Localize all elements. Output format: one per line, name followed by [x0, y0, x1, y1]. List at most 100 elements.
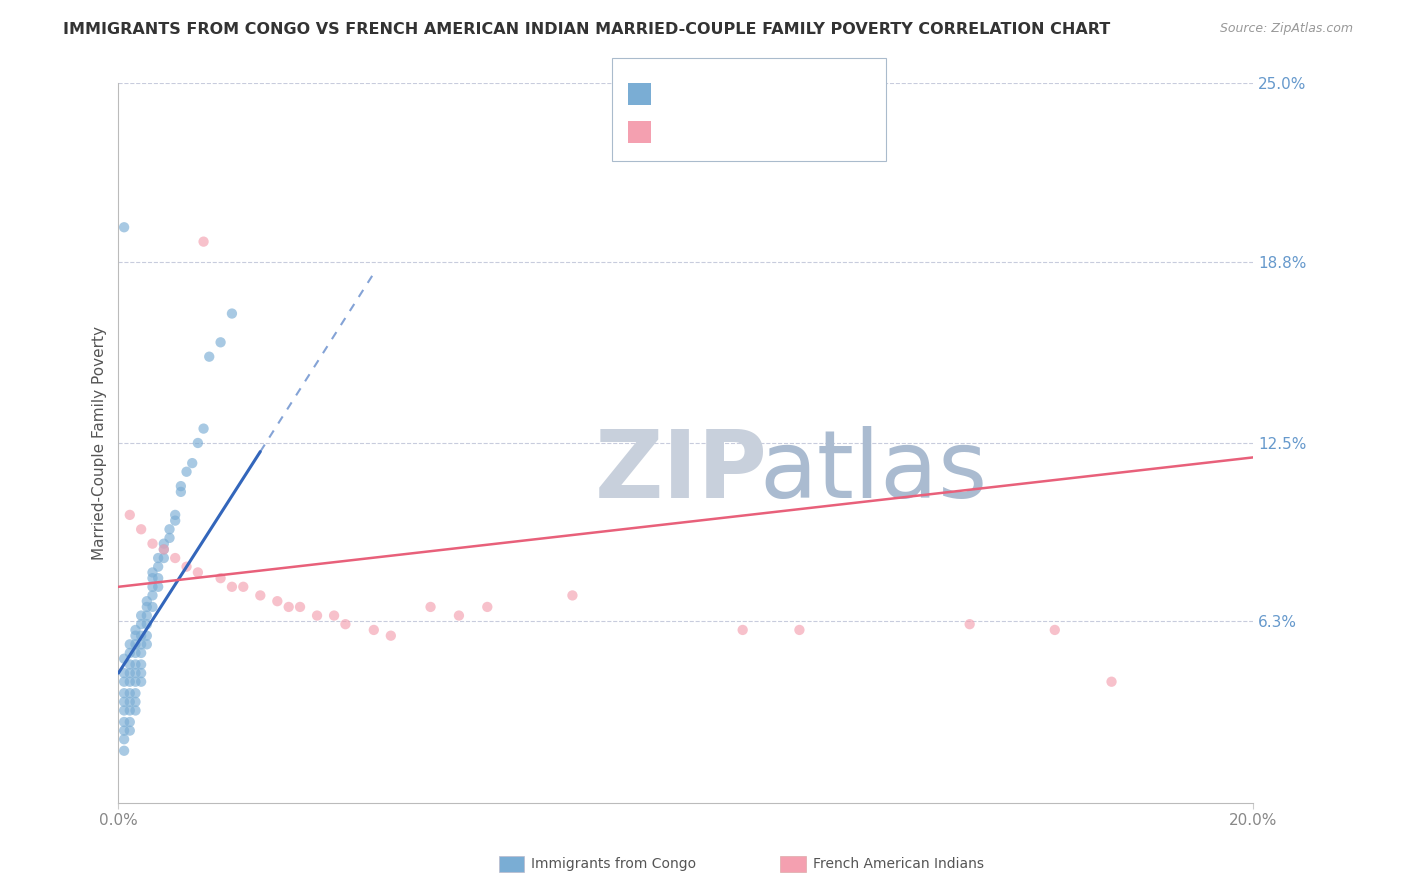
Point [124, 646, 146, 660]
Point [124, 629, 146, 643]
Point [112, 220, 135, 235]
Point [209, 571, 232, 585]
Point [323, 608, 346, 623]
Point [277, 599, 299, 614]
Text: Immigrants from Congo: Immigrants from Congo [531, 857, 696, 871]
Point [153, 536, 176, 550]
Point [124, 695, 146, 709]
Text: IMMIGRANTS FROM CONGO VS FRENCH AMERICAN INDIAN MARRIED-COUPLE FAMILY POVERTY CO: IMMIGRANTS FROM CONGO VS FRENCH AMERICAN… [63, 22, 1111, 37]
Point [266, 594, 288, 608]
Point [112, 695, 135, 709]
Text: R =  0.110: R = 0.110 [661, 124, 756, 139]
Point [232, 580, 254, 594]
Point [363, 623, 385, 637]
Point [112, 666, 135, 681]
Point [288, 599, 311, 614]
Point [146, 571, 169, 585]
Point [112, 744, 135, 758]
Point [124, 623, 146, 637]
Point [153, 551, 176, 566]
Point [176, 559, 198, 574]
Point [129, 522, 152, 536]
Point [146, 580, 169, 594]
Point [1101, 674, 1123, 689]
Point [124, 657, 146, 672]
Point [129, 657, 152, 672]
Text: French American Indians: French American Indians [813, 857, 984, 871]
Point [159, 522, 181, 536]
Point [165, 514, 187, 528]
Point [118, 508, 141, 522]
Point [135, 617, 157, 632]
Point [129, 617, 152, 632]
Point [181, 456, 204, 470]
Point [124, 666, 146, 681]
Point [165, 551, 187, 566]
Point [118, 637, 141, 651]
Point [249, 589, 271, 603]
Point [118, 657, 141, 672]
Point [112, 651, 135, 665]
Point [170, 479, 193, 493]
Point [141, 536, 163, 550]
Point [221, 580, 243, 594]
Point [141, 566, 163, 580]
Text: atlas: atlas [759, 425, 988, 517]
Point [135, 629, 157, 643]
Point [129, 674, 152, 689]
Point [165, 508, 187, 522]
Point [112, 723, 135, 738]
Point [118, 723, 141, 738]
Text: R =  0.407: R = 0.407 [661, 87, 756, 102]
Point [146, 551, 169, 566]
Point [221, 307, 243, 321]
Point [959, 617, 981, 632]
Point [129, 646, 152, 660]
Point [135, 608, 157, 623]
Point [731, 623, 754, 637]
Point [170, 484, 193, 499]
Point [1043, 623, 1066, 637]
Point [447, 608, 470, 623]
Point [209, 335, 232, 350]
Point [112, 674, 135, 689]
Point [135, 594, 157, 608]
Point [789, 623, 811, 637]
Point [118, 695, 141, 709]
Point [159, 531, 181, 545]
Point [112, 732, 135, 747]
Point [561, 589, 583, 603]
Text: ZIP: ZIP [595, 425, 768, 517]
Point [193, 421, 215, 435]
Text: N = 70: N = 70 [773, 87, 831, 102]
Text: Source: ZipAtlas.com: Source: ZipAtlas.com [1219, 22, 1353, 36]
Point [118, 714, 141, 729]
Point [146, 559, 169, 574]
Point [129, 629, 152, 643]
Point [129, 637, 152, 651]
Point [118, 646, 141, 660]
Point [187, 436, 209, 450]
Point [112, 714, 135, 729]
Point [141, 571, 163, 585]
Point [380, 629, 402, 643]
Point [124, 704, 146, 718]
Point [124, 637, 146, 651]
Point [477, 599, 499, 614]
Point [135, 637, 157, 651]
Point [118, 704, 141, 718]
Y-axis label: Married-Couple Family Poverty: Married-Couple Family Poverty [93, 326, 107, 560]
Point [335, 617, 357, 632]
Point [193, 235, 215, 249]
Point [153, 542, 176, 557]
Point [141, 580, 163, 594]
Point [124, 674, 146, 689]
Point [307, 608, 329, 623]
Point [153, 542, 176, 557]
Point [112, 686, 135, 700]
Point [129, 608, 152, 623]
Point [112, 704, 135, 718]
Point [141, 589, 163, 603]
Point [124, 686, 146, 700]
Point [198, 350, 221, 364]
